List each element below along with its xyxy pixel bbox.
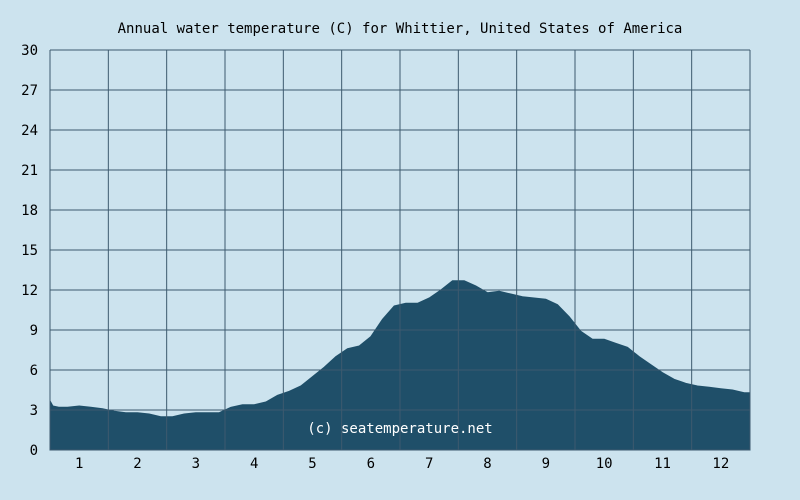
x-tick-label: 10	[596, 456, 613, 472]
y-tick-label: 3	[30, 403, 38, 419]
x-tick-label: 6	[367, 456, 375, 472]
watermark: (c) seatemperature.net	[307, 421, 492, 437]
x-tick-label: 3	[192, 456, 200, 472]
x-tick-label: 4	[250, 456, 258, 472]
y-tick-label: 21	[21, 163, 38, 179]
x-tick-label: 9	[542, 456, 550, 472]
x-tick-label: 8	[483, 456, 491, 472]
x-tick-label: 1	[75, 456, 83, 472]
y-tick-label: 30	[21, 43, 38, 59]
y-tick-label: 6	[30, 363, 38, 379]
x-tick-label: 2	[133, 456, 141, 472]
y-tick-label: 18	[21, 203, 38, 219]
y-tick-label: 12	[21, 283, 38, 299]
y-tick-label: 9	[30, 323, 38, 339]
x-axis: 1 2 3 4 5 6 7 8 9 10 11 12	[75, 456, 729, 472]
x-tick-label: 5	[308, 456, 316, 472]
grid	[49, 49, 751, 451]
y-tick-label: 24	[21, 123, 38, 139]
y-tick-label: 27	[21, 83, 38, 99]
x-tick-label: 11	[654, 456, 671, 472]
y-axis: 0 3 6 9 12 15 18 21 24 27 30	[21, 43, 38, 459]
y-tick-label: 15	[21, 243, 38, 259]
chart-title: Annual water temperature (C) for Whittie…	[118, 21, 683, 37]
y-tick-label: 0	[30, 443, 38, 459]
x-tick-label: 12	[712, 456, 729, 472]
x-tick-label: 7	[425, 456, 433, 472]
